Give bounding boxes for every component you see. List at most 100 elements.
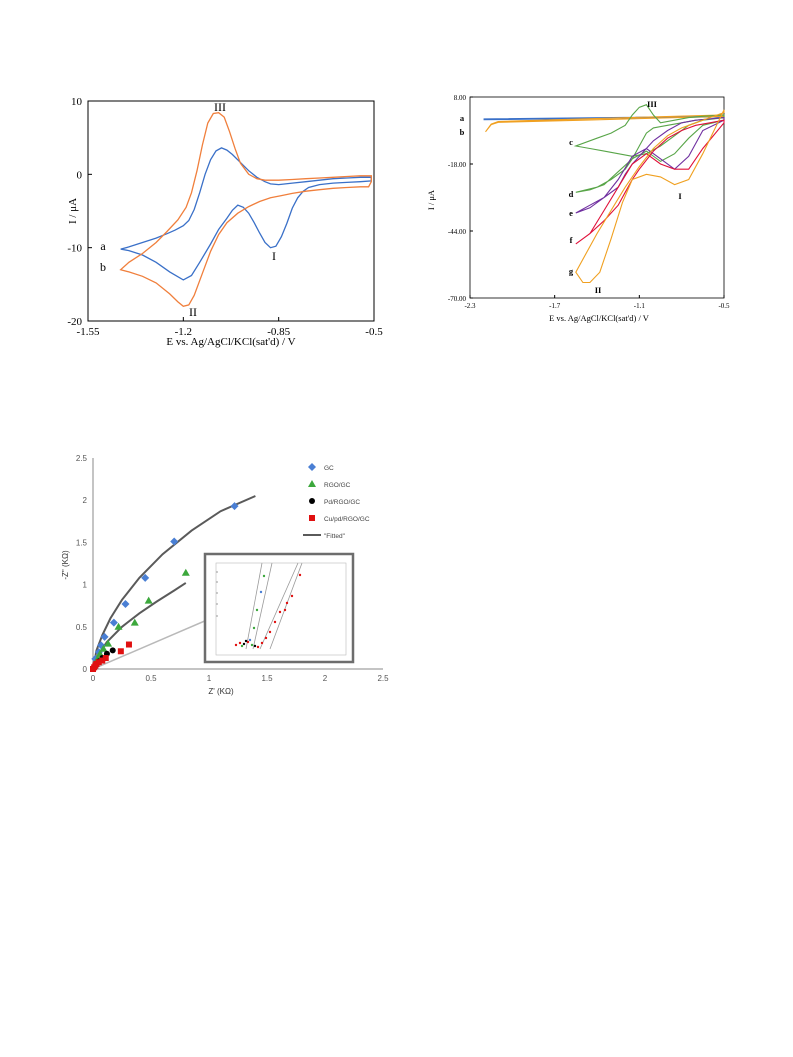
y-axis-label: -Z" (KΩ) [61,550,70,580]
x-axis-label: Z' (KΩ) [208,687,234,696]
y-tick-label: -44.00 [448,228,467,236]
y-tick-label: 8.00 [454,94,467,102]
x-tick-label: 2.5 [377,674,389,683]
curve-label-f: f [570,235,573,245]
inset-data-point [253,644,257,648]
data-point-square [117,648,124,655]
data-point-diamond [230,502,239,511]
curve-label-c: c [569,137,573,147]
series-line-f [575,119,725,245]
peak-label-II: II [595,285,602,295]
curve-label-a: a [460,113,465,123]
data-point-circle [109,647,116,654]
legend-label: Cu/pd/RGO/GC [324,516,370,523]
inset-data-point [244,639,248,643]
plot-frame [469,96,725,299]
x-tick-label: 2 [323,674,328,683]
y-tick-label: 2 [83,496,88,505]
data-point-diamond [170,537,179,546]
curve-label-a: a [100,239,106,253]
inset-fit-line [252,562,273,650]
inset-data-point [238,641,242,645]
data-point-diamond [141,573,150,582]
inset-data-point [234,643,238,647]
y-tick-label: 1.5 [76,538,88,547]
data-point-square [95,659,102,666]
inset-data-point [250,643,254,647]
y-tick-label: -18.00 [448,161,467,169]
inset-data-point [240,644,244,648]
x-tick-label: -1.1 [634,302,646,310]
data-point-square [99,657,106,664]
peak-label-II: II [189,305,197,319]
y-tick-label: 2.5 [76,454,88,463]
inset-data-point [259,590,263,594]
data-point-square [309,515,315,521]
inset-data-point [256,645,260,649]
data-point-triangle [181,568,190,576]
y-tick-label: 1 [83,581,88,590]
data-point-square [125,641,132,648]
legend-label: GC [324,465,334,472]
cv-chart-1: -1.55 -1.2 -0.85 -0.5 10 0 -10 -20 E vs. Ag/AgCl… [67,96,383,348]
curve-label-b: b [100,260,106,274]
data-point-diamond [100,632,109,641]
inset-fit-line [259,562,299,650]
x-tick-label: -2.3 [464,302,476,310]
data-point-triangle [308,480,316,487]
inset-data-point [246,640,250,644]
series-line-g [575,109,725,284]
x-axis-label: E vs. Ag/AgCl/KCl(sat'd) / V [549,313,650,323]
y-tick-label: 0.5 [76,623,88,632]
y-tick-label: -70.00 [448,295,467,303]
data-point-triangle [130,618,139,626]
curve-label-g: g [569,266,574,276]
y-axis-label: I / μA [426,189,436,210]
data-point-diamond [121,600,130,609]
cv-chart-2: -2.3 -1.7 -1.1 -0.5 8.00 -18.00 -44.00 -70.00 E … [426,94,730,323]
fitted-curve [92,495,256,670]
peak-label-I: I [272,249,276,263]
x-tick-label: -1.2 [175,326,192,338]
data-point-triangle [104,639,113,647]
series-line-c [573,104,725,157]
y-tick-label: -10 [67,243,82,255]
inset-data-point [260,641,264,645]
legend-label: RGO/GC [324,482,351,489]
legend-label: Pd/RGO/GC [324,499,360,506]
inset-data-point [285,601,289,605]
peak-label-I: I [678,191,682,201]
peak-label-III: III [647,99,658,109]
y-tick-label: -20 [67,316,82,328]
inset-data-point [264,636,268,640]
inset-frame [215,562,347,656]
inset-data-point [248,638,252,642]
curve-label-d: d [569,189,574,199]
inset-data-point [283,608,287,612]
inset-guide-line [92,619,208,670]
x-tick-label: -0.5 [365,326,383,338]
series-line-a [120,147,372,281]
x-tick-label: 0.5 [145,674,157,683]
x-tick-label: -0.85 [267,326,290,338]
x-tick-label: -0.5 [718,302,730,310]
plot-frame [87,100,375,322]
y-tick-label: 10 [71,96,83,108]
x-tick-label: 0 [91,674,96,683]
data-point-diamond [109,618,118,627]
inset-data-point [268,630,272,634]
x-axis-label: E vs. Ag/AgCl/KCl(sat'd) / V [166,336,295,348]
inset-data-point [252,626,256,630]
x-tick-label: -1.55 [77,326,100,338]
data-point-triangle [99,644,108,652]
data-point-square [102,655,109,662]
legend-label: "Fitted" [324,533,346,540]
curve-label-b: b [460,127,465,137]
data-point-diamond [308,463,316,471]
inset-data-point [262,574,266,578]
y-tick-label: 0 [77,169,83,181]
inset-data-point [255,608,259,612]
inset-data-point [298,573,302,577]
inset-fit-line [269,562,303,650]
